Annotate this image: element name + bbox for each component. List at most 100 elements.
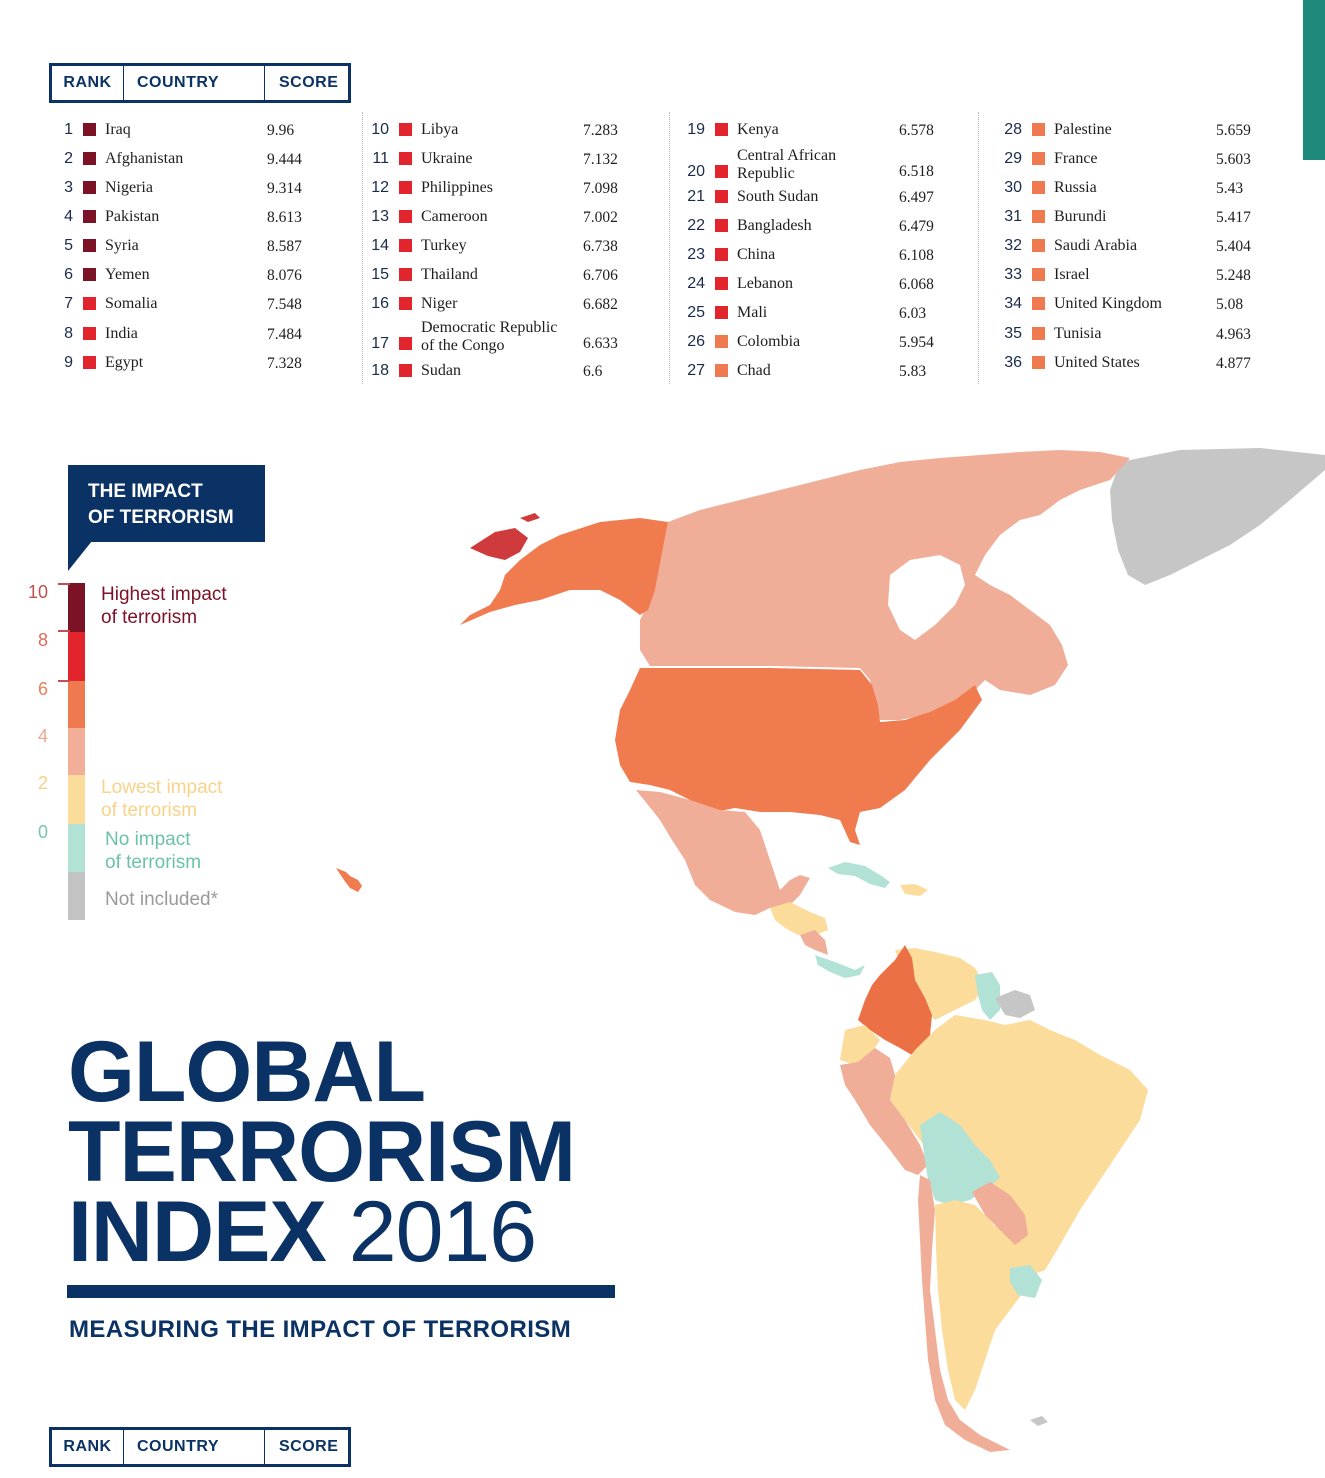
- ranking-row: 26 Colombia 5.954: [673, 330, 973, 354]
- score-swatch: [715, 364, 728, 377]
- legend-color-band: [68, 872, 85, 920]
- score-value: 6.738: [583, 238, 618, 255]
- score-swatch: [399, 210, 412, 223]
- rank-header: RANK: [52, 66, 124, 100]
- country-name: Russia: [1054, 179, 1097, 196]
- caribbean: [828, 862, 890, 888]
- score-value: 6.6: [583, 363, 603, 380]
- table-header-top: RANK COUNTRY SCORE: [49, 63, 351, 103]
- legend-scale-number: 2: [37, 773, 48, 793]
- country-name: Iraq: [105, 121, 131, 138]
- score-swatch: [715, 165, 728, 178]
- rank-number: 9: [64, 354, 73, 371]
- country-name: Nigeria: [105, 179, 153, 196]
- country-name: Thailand: [421, 266, 478, 283]
- rank-number: 13: [371, 208, 389, 225]
- score-swatch: [715, 190, 728, 203]
- score-value: 7.132: [583, 151, 618, 168]
- score-swatch: [1032, 123, 1045, 136]
- rank-number: 21: [687, 188, 705, 205]
- ranking-row: 30 Russia 5.43: [990, 176, 1290, 200]
- argentina: [935, 1200, 1025, 1410]
- score-value: 5.43: [1216, 180, 1244, 197]
- legend-scale-number: 6: [37, 679, 48, 699]
- ranking-row: 25 Mali 6.03: [673, 301, 973, 325]
- score-swatch: [83, 210, 96, 223]
- bolivia: [920, 1112, 1000, 1205]
- rank-number: 36: [1004, 354, 1022, 371]
- title-line-global: GLOBAL: [68, 1024, 426, 1120]
- ranking-row: 16 Niger 6.682: [357, 292, 657, 316]
- title-index-word: INDEX: [68, 1184, 327, 1280]
- legend-scale-number: 0: [37, 822, 48, 842]
- legend-lowest-label: Lowest impact of terrorism: [101, 777, 223, 821]
- country-name: Niger: [421, 295, 458, 312]
- rank-number: 28: [1004, 121, 1022, 138]
- score-swatch: [1032, 297, 1045, 310]
- score-value: 5.659: [1216, 122, 1251, 139]
- country-name: Burundi: [1054, 208, 1107, 225]
- score-swatch: [399, 337, 412, 350]
- alaska-tip: [470, 528, 528, 560]
- ranking-row: 32 Saudi Arabia 5.404: [990, 234, 1290, 258]
- score-swatch: [715, 248, 728, 261]
- ranking-row: 3 Nigeria 9.314: [41, 176, 341, 200]
- legend-color-band: [68, 775, 85, 824]
- score-swatch: [83, 327, 96, 340]
- rank-number: 31: [1004, 208, 1022, 225]
- country-name: Colombia: [737, 333, 801, 350]
- guianas: [995, 990, 1035, 1018]
- score-swatch: [399, 123, 412, 136]
- legend-highest-label: Highest impact of terrorism: [101, 584, 227, 628]
- country-name: Palestine: [1054, 121, 1112, 138]
- country-name: Sudan: [421, 362, 461, 379]
- rank-number: 7: [64, 295, 73, 312]
- country-name: Mali: [737, 304, 768, 321]
- country-name: Syria: [105, 237, 139, 254]
- legend-color-band: [68, 681, 85, 728]
- ranking-row: 28 Palestine 5.659: [990, 118, 1290, 142]
- country-name: France: [1054, 150, 1098, 167]
- ranking-row: 17 Democratic Republic of the Congo 6.633: [357, 319, 657, 354]
- rank-number: 32: [1004, 237, 1022, 254]
- score-swatch: [83, 297, 96, 310]
- title-line-index: INDEX 2016: [68, 1189, 537, 1275]
- score-value: 7.484: [267, 326, 302, 343]
- title-line-terrorism: TERRORISM: [68, 1104, 576, 1200]
- ranking-row: 34 United Kingdom 5.08: [990, 292, 1290, 316]
- rank-number: 14: [371, 237, 389, 254]
- ranking-row: 12 Philippines 7.098: [357, 176, 657, 200]
- country-name: Israel: [1054, 266, 1090, 283]
- legend-title-pointer: [68, 541, 92, 571]
- score-value: 6.633: [583, 335, 618, 352]
- brazil: [890, 1015, 1148, 1278]
- mexico: [636, 790, 810, 915]
- score-swatch: [715, 306, 728, 319]
- country-name: Egypt: [105, 354, 144, 371]
- country-name: Somalia: [105, 295, 158, 312]
- score-value: 5.83: [899, 363, 927, 380]
- score-value: 5.603: [1216, 151, 1251, 168]
- country-name: Democratic Republic of the Congo: [421, 319, 558, 354]
- country-name: Cameroon: [421, 208, 488, 225]
- score-value: 7.098: [583, 180, 618, 197]
- legend-color-band: [68, 632, 85, 681]
- ranking-column: 1 Iraq 9.96 2 Afghanistan 9.444 3 Nigeria 9.314 4…: [41, 118, 341, 384]
- score-swatch: [83, 239, 96, 252]
- ranking-row: 31 Burundi 5.417: [990, 205, 1290, 229]
- legend-color-band: [68, 728, 85, 775]
- ranking-row: 36 United States 4.877: [990, 351, 1290, 375]
- country-name: Ukraine: [421, 150, 473, 167]
- score-swatch: [83, 181, 96, 194]
- legend-scale-number: 10: [27, 582, 48, 602]
- country-header: COUNTRY: [124, 1430, 265, 1464]
- legend-color-band: [68, 583, 85, 632]
- country-name: South Sudan: [737, 188, 819, 205]
- rank-number: 6: [64, 266, 73, 283]
- score-value: 6.479: [899, 218, 934, 235]
- rank-number: 3: [64, 179, 73, 196]
- ranking-row: 29 France 5.603: [990, 147, 1290, 171]
- country-name: United Kingdom: [1054, 295, 1162, 312]
- score-value: 9.96: [267, 122, 295, 139]
- greenland: [1110, 448, 1325, 585]
